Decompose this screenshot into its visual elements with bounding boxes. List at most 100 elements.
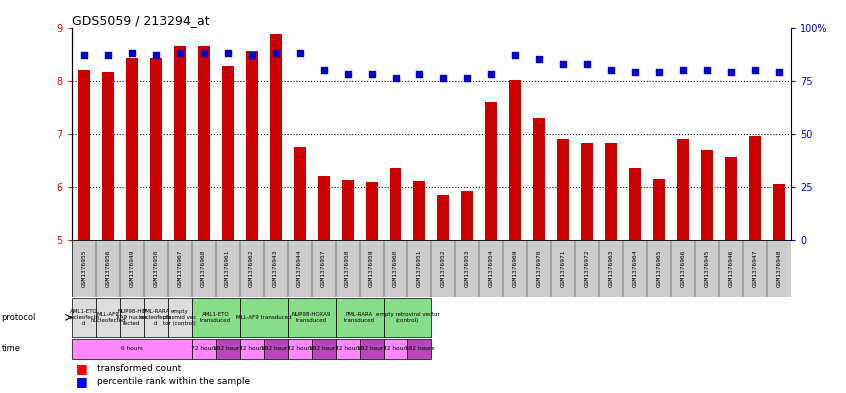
- Point: [460, 75, 474, 82]
- Bar: [222, 66, 233, 240]
- Text: GSM1376971: GSM1376971: [561, 250, 566, 287]
- Bar: [239, 339, 264, 358]
- Text: GSM1376962: GSM1376962: [250, 250, 254, 287]
- Text: 6 hours: 6 hours: [121, 346, 143, 351]
- Bar: [533, 118, 546, 240]
- Bar: [294, 147, 305, 240]
- Text: protocol: protocol: [2, 313, 36, 322]
- Bar: [701, 149, 713, 240]
- Point: [629, 69, 642, 75]
- Point: [77, 52, 91, 58]
- Text: 72 hours: 72 hours: [239, 346, 265, 351]
- Text: GSM1376953: GSM1376953: [465, 250, 470, 287]
- Text: GSM1376963: GSM1376963: [609, 250, 613, 287]
- Point: [437, 75, 450, 82]
- Bar: [78, 70, 90, 240]
- Point: [388, 75, 403, 82]
- Text: PML-RARA
transduced: PML-RARA transduced: [344, 312, 375, 323]
- Bar: [336, 298, 383, 337]
- Text: ■: ■: [76, 362, 88, 375]
- Text: GSM1376954: GSM1376954: [489, 250, 494, 287]
- Point: [652, 69, 666, 75]
- Text: GSM1376944: GSM1376944: [297, 250, 302, 287]
- Text: 192 hours: 192 hours: [404, 346, 434, 351]
- Text: GSM1376956: GSM1376956: [106, 250, 110, 287]
- Point: [749, 67, 762, 73]
- Text: transformed count: transformed count: [97, 364, 182, 373]
- Text: empty retroviral vector
(control): empty retroviral vector (control): [376, 312, 439, 323]
- Bar: [336, 339, 360, 358]
- Text: GSM1376960: GSM1376960: [393, 250, 398, 287]
- Text: GSM1376957: GSM1376957: [321, 250, 326, 287]
- Text: 192 hours: 192 hours: [357, 346, 387, 351]
- Bar: [150, 58, 162, 240]
- Bar: [288, 339, 311, 358]
- Bar: [629, 168, 641, 240]
- Text: MLL-AF9 transduced: MLL-AF9 transduced: [236, 315, 292, 320]
- Point: [557, 61, 570, 67]
- Text: GSM1376958: GSM1376958: [345, 250, 350, 287]
- Bar: [311, 339, 336, 358]
- Bar: [173, 46, 186, 240]
- Bar: [408, 339, 431, 358]
- Bar: [653, 179, 665, 240]
- Bar: [605, 143, 618, 240]
- Point: [173, 50, 186, 56]
- Text: GSM1376951: GSM1376951: [417, 250, 422, 287]
- Point: [149, 52, 162, 58]
- Point: [772, 69, 786, 75]
- Text: GSM1376961: GSM1376961: [225, 250, 230, 287]
- Text: GSM1376959: GSM1376959: [369, 250, 374, 287]
- Bar: [437, 195, 449, 240]
- Text: 192 hours: 192 hours: [261, 346, 290, 351]
- Text: GSM1376948: GSM1376948: [777, 250, 782, 287]
- Text: 192 hours: 192 hours: [309, 346, 338, 351]
- Bar: [216, 339, 239, 358]
- Bar: [486, 102, 497, 240]
- Point: [245, 52, 259, 58]
- Text: GSM1376964: GSM1376964: [633, 250, 638, 287]
- Point: [365, 71, 378, 77]
- Text: 72 hours: 72 hours: [191, 346, 217, 351]
- Text: GSM1376969: GSM1376969: [513, 250, 518, 287]
- Text: PML-RARA
nucleofecte
d: PML-RARA nucleofecte d: [140, 309, 172, 326]
- Text: GSM1376955: GSM1376955: [81, 250, 86, 287]
- Bar: [270, 35, 282, 240]
- Bar: [383, 339, 408, 358]
- Point: [485, 71, 498, 77]
- Bar: [509, 79, 521, 240]
- Point: [197, 50, 211, 56]
- Bar: [192, 339, 216, 358]
- Text: GSM1376966: GSM1376966: [681, 250, 685, 287]
- Bar: [342, 180, 354, 240]
- Bar: [317, 176, 330, 240]
- Point: [293, 50, 306, 56]
- Bar: [245, 51, 258, 240]
- Text: ■: ■: [76, 375, 88, 388]
- Bar: [389, 168, 402, 240]
- Bar: [383, 298, 431, 337]
- Point: [580, 61, 594, 67]
- Bar: [192, 298, 239, 337]
- Bar: [581, 143, 593, 240]
- Bar: [144, 298, 168, 337]
- Bar: [288, 298, 336, 337]
- Text: GSM1376947: GSM1376947: [753, 250, 757, 287]
- Bar: [120, 298, 144, 337]
- Bar: [461, 191, 474, 240]
- Text: GSM1376950: GSM1376950: [153, 250, 158, 287]
- Text: GSM1376943: GSM1376943: [273, 250, 278, 287]
- Point: [269, 50, 283, 56]
- Text: time: time: [2, 344, 20, 353]
- Bar: [773, 184, 785, 240]
- Bar: [72, 298, 96, 337]
- Bar: [360, 339, 383, 358]
- Bar: [96, 298, 120, 337]
- Text: MLL-AF9
nucleofected: MLL-AF9 nucleofected: [90, 312, 126, 323]
- Point: [508, 52, 522, 58]
- Text: GSM1376970: GSM1376970: [537, 250, 541, 287]
- Text: AML1-ETO
nucleofecte
d: AML1-ETO nucleofecte d: [68, 309, 100, 326]
- Point: [700, 67, 714, 73]
- Point: [316, 67, 330, 73]
- Text: GSM1376952: GSM1376952: [441, 250, 446, 287]
